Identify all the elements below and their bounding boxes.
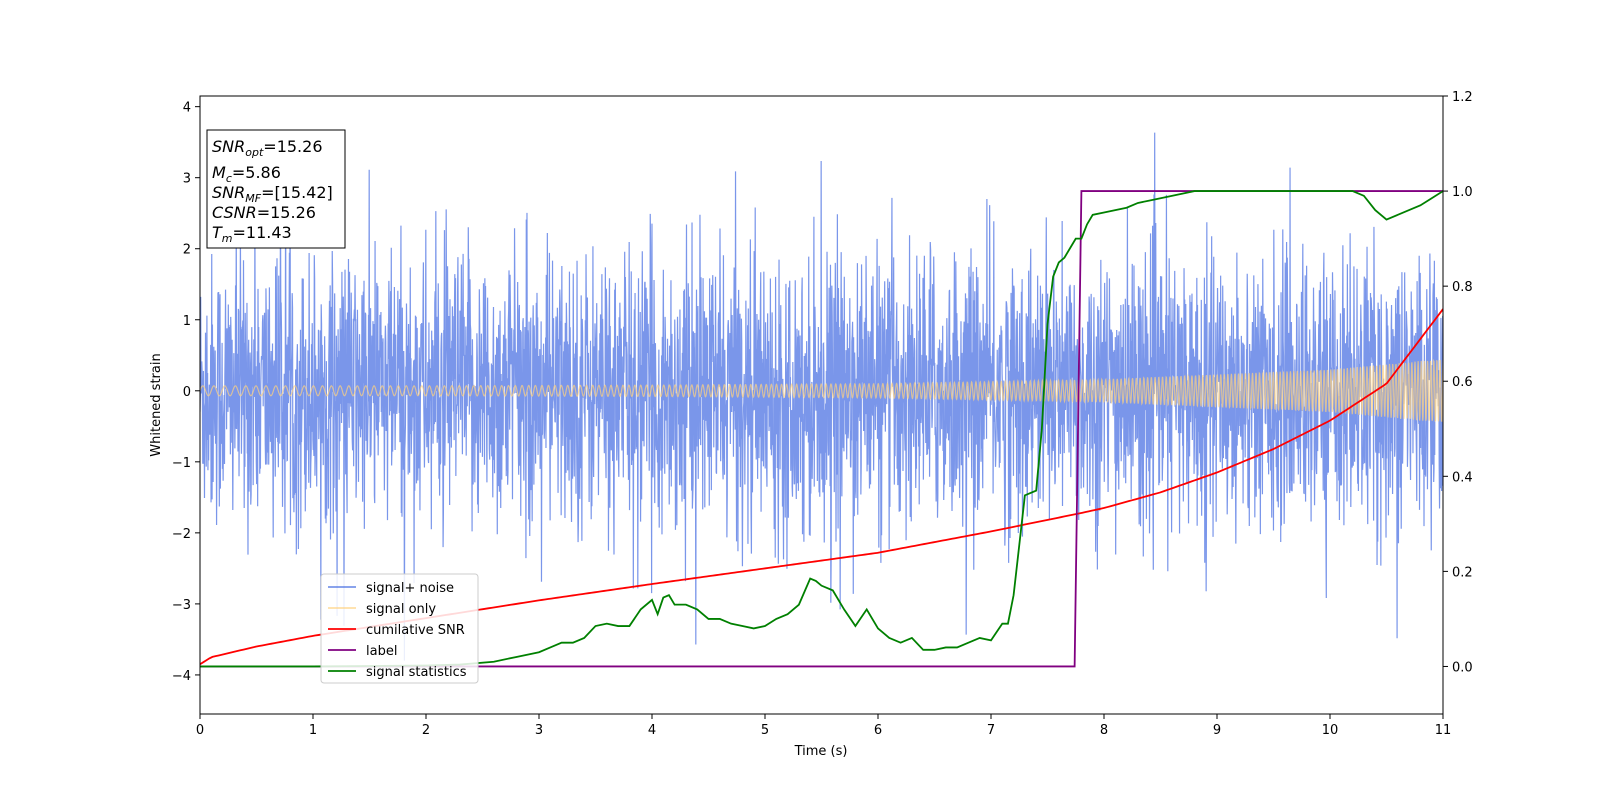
y2-tick-label: 1.0 xyxy=(1452,185,1473,200)
info-box-frame xyxy=(206,129,346,249)
x-tick-label: 7 xyxy=(987,723,995,738)
legend: signal+ noise signal only cumilative SNR la… xyxy=(320,573,479,684)
x-tick-label: 1 xyxy=(309,723,317,738)
x-axis-label: Time (s) xyxy=(794,744,848,759)
axes-frame xyxy=(199,95,1444,715)
info-line-snr-opt: SNRopt=15.26 xyxy=(212,137,323,159)
info-line-snr-mf: SNRMF=[15.42] xyxy=(212,183,333,205)
legend-label: cumilative SNR xyxy=(366,623,465,638)
ticks-layer: 0 1 2 3 4 5 6 7 8 9 10 11 −4 −3 −2 −1 0 1 2 3 4 0.0 0.2 0.4 0.6 0… xyxy=(172,90,1473,738)
y2-tick-label: 0.0 xyxy=(1452,660,1473,675)
y2-tick-label: 0.4 xyxy=(1452,470,1473,485)
x-tick-label: 2 xyxy=(422,723,430,738)
info-line-csnr: CSNR=15.26 xyxy=(212,203,316,222)
info-box: SNRopt=15.26 Mc=5.86 SNRMF=[15.42] CSNR=… xyxy=(206,129,346,249)
series-signal-noise xyxy=(200,132,1443,661)
legend-label: signal statistics xyxy=(366,665,467,680)
y-tick-label: −4 xyxy=(172,669,191,684)
x-tick-label: 9 xyxy=(1213,723,1221,738)
x-tick-label: 5 xyxy=(761,723,769,738)
y2-tick-label: 0.6 xyxy=(1452,375,1473,390)
x-tick-label: 4 xyxy=(648,723,656,738)
series-signal-only xyxy=(200,358,1443,423)
x-tick-label: 6 xyxy=(874,723,882,738)
x-tick-label: 11 xyxy=(1435,723,1452,738)
x-tick-label: 8 xyxy=(1100,723,1108,738)
y2-tick-label: 0.2 xyxy=(1452,565,1473,580)
y-tick-label: −1 xyxy=(172,456,191,471)
y-tick-label: 2 xyxy=(183,243,191,258)
info-line-tm: Tm=11.43 xyxy=(212,223,292,245)
y-tick-label: −2 xyxy=(172,527,191,542)
x-tick-label: 3 xyxy=(535,723,543,738)
x-tick-label: 10 xyxy=(1322,723,1339,738)
info-line-mc: Mc=5.86 xyxy=(212,163,281,185)
series-signal-statistics xyxy=(200,190,1443,668)
legend-label: signal only xyxy=(366,602,436,617)
y-tick-label: 1 xyxy=(183,314,191,329)
y2-tick-label: 0.8 xyxy=(1452,280,1473,295)
y2-tick-label: 1.2 xyxy=(1452,90,1473,105)
legend-frame xyxy=(320,573,479,684)
legend-label: label xyxy=(366,644,397,659)
legend-items: signal+ noise signal only cumilative SNR la… xyxy=(328,581,467,680)
y-tick-label: 4 xyxy=(183,101,191,116)
y-tick-label: −3 xyxy=(172,598,191,613)
legend-label: signal+ noise xyxy=(366,581,454,596)
y-tick-label: 0 xyxy=(183,385,191,400)
y-tick-label: 3 xyxy=(183,172,191,187)
y-axis-label: Whitened strain xyxy=(149,353,164,456)
x-tick-label: 0 xyxy=(196,723,204,738)
